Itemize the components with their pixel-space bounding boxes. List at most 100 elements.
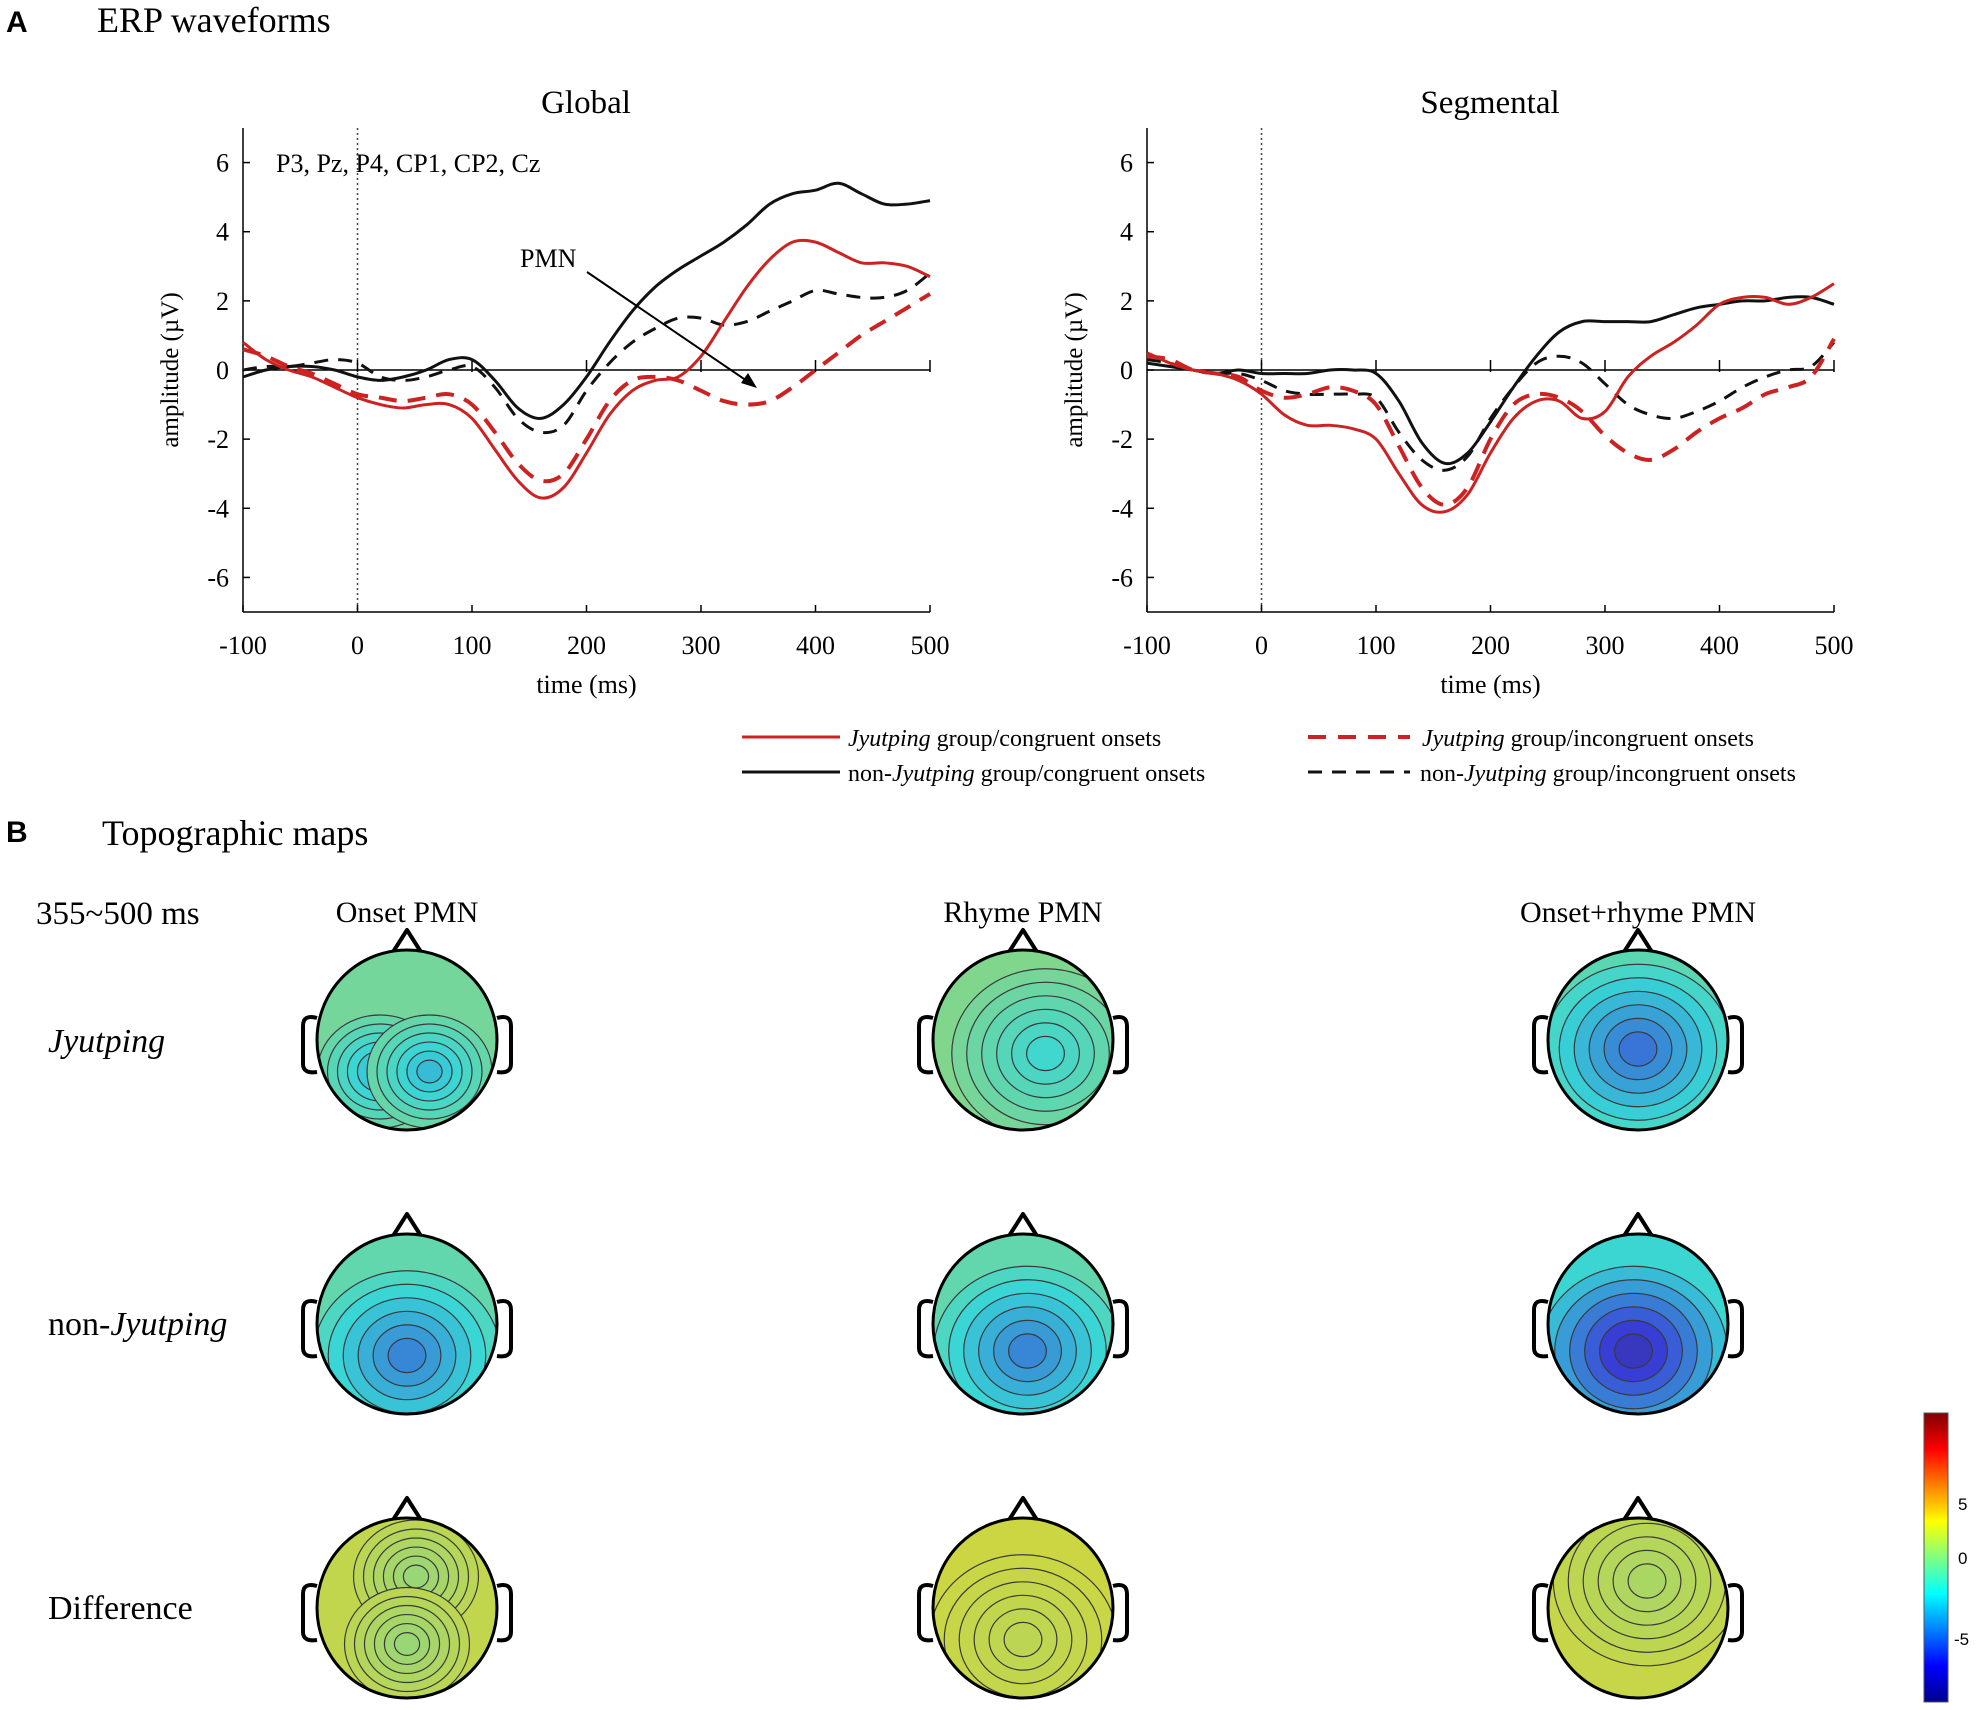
head-outline <box>1546 1232 1730 1416</box>
head-nose <box>1622 1212 1654 1238</box>
series-line-3 <box>242 272 931 435</box>
y-tick-label: 4 <box>216 218 229 247</box>
topo-head <box>917 928 1129 1132</box>
head-nose <box>1007 1496 1039 1522</box>
head-ear <box>496 1583 513 1643</box>
y-tick-label: 6 <box>1120 149 1133 178</box>
chart-title: Global <box>541 85 631 121</box>
y-tick-label: 2 <box>216 287 229 316</box>
time-window-label: 355~500 ms <box>36 896 200 932</box>
panel-a-letter: A <box>6 6 28 39</box>
col-label-rhyme: Rhyme PMN <box>943 896 1102 929</box>
head-ear <box>301 1015 318 1075</box>
x-tick-label: 500 <box>911 631 950 660</box>
series-line-3 <box>1146 341 1836 472</box>
x-axis-label: time (ms) <box>536 670 636 699</box>
x-tick-label: 300 <box>682 631 721 660</box>
head-outline <box>315 1232 499 1416</box>
contour-level <box>1003 1621 1043 1658</box>
x-tick-label: 400 <box>1700 631 1739 660</box>
x-tick-label: 200 <box>567 631 606 660</box>
erp-chart-global: -100 0 100 200 300 400 500 -6 -4 -2 0 2 4 6 Global time… <box>157 85 950 699</box>
topo-head <box>301 1212 513 1416</box>
colorbar-tick-0: 0 <box>1958 1549 1967 1568</box>
topo-head <box>1532 1496 1744 1700</box>
legend-label-0: Jyutping group/congruent onsets <box>848 726 1161 752</box>
series-line-1 <box>242 292 932 484</box>
head-ear <box>1112 1299 1129 1359</box>
topographic-grid <box>301 928 1744 1700</box>
x-tick-label: -100 <box>1123 631 1171 660</box>
contour-level <box>393 1631 421 1656</box>
y-tick-label: 6 <box>216 149 229 178</box>
head-outline <box>931 1516 1115 1700</box>
head-nose <box>391 1212 423 1238</box>
x-tick-label: 500 <box>1815 631 1854 660</box>
x-tick-label: 0 <box>1255 631 1268 660</box>
topo-head <box>301 1496 513 1700</box>
contour-level <box>1025 1035 1065 1072</box>
topo-head <box>301 928 513 1132</box>
head-outline <box>315 948 499 1132</box>
y-tick-label: -2 <box>1111 425 1133 454</box>
y-tick-label: -2 <box>207 425 229 454</box>
topo-head <box>1532 928 1744 1132</box>
legend-label-1: Jyutping group/incongruent onsets <box>1422 726 1754 752</box>
y-tick-label: -6 <box>1111 563 1133 592</box>
series-line-0 <box>242 238 931 500</box>
head-outline <box>931 1232 1115 1416</box>
chart-title: Segmental <box>1420 85 1559 121</box>
electrodes-annotation: P3, Pz, P4, CP1, CP2, Cz <box>276 149 540 178</box>
head-ear <box>917 1015 934 1075</box>
x-tick-label: 100 <box>453 631 492 660</box>
x-tick-label: 100 <box>1357 631 1396 660</box>
x-tick-label: 200 <box>1471 631 1510 660</box>
colorbar: 5 0 -5 <box>1923 1412 1969 1703</box>
panel-b-letter: B <box>6 816 28 849</box>
colorbar-tick-5: 5 <box>1958 1495 1967 1514</box>
head-outline <box>1546 948 1730 1132</box>
head-ear <box>1727 1299 1744 1359</box>
head-ear <box>1532 1015 1549 1075</box>
head-ear <box>917 1299 934 1359</box>
x-axis-label: time (ms) <box>1440 670 1540 699</box>
head-ear <box>1727 1015 1744 1075</box>
head-ear <box>1532 1583 1549 1643</box>
topo-head <box>917 1496 1129 1700</box>
head-outline <box>931 948 1115 1132</box>
head-nose <box>391 1496 423 1522</box>
col-label-onset: Onset PMN <box>336 896 479 929</box>
contour-level <box>387 1337 427 1374</box>
panel-b-title: Topographic maps <box>102 813 368 853</box>
head-ear <box>1727 1583 1744 1643</box>
colorbar-gradient <box>1923 1412 1949 1703</box>
y-tick-label: 2 <box>1120 287 1133 316</box>
x-tick-label: 300 <box>1586 631 1625 660</box>
contour-level <box>1627 1563 1667 1599</box>
contour-level <box>416 1059 443 1084</box>
head-outline <box>315 1516 499 1700</box>
series-line-0 <box>1146 282 1835 514</box>
y-axis-label: amplitude (µV) <box>1061 292 1088 447</box>
head-nose <box>1622 1496 1654 1522</box>
series-line-1 <box>1146 337 1836 507</box>
legend: Jyutping group/congruent onsets Jyutping… <box>742 726 1796 787</box>
head-ear <box>1112 1015 1129 1075</box>
colorbar-tick-neg5: -5 <box>1954 1630 1969 1649</box>
x-tick-label: 400 <box>796 631 835 660</box>
legend-label-3: non-Jyutping group/incongruent onsets <box>1420 761 1796 787</box>
head-nose <box>1622 928 1654 954</box>
head-outline <box>1546 1516 1730 1700</box>
head-ear <box>917 1583 934 1643</box>
head-nose <box>391 928 423 954</box>
x-tick-label: -100 <box>219 631 267 660</box>
head-nose <box>1007 928 1039 954</box>
panel-a-title: ERP waveforms <box>97 0 331 40</box>
y-axis-label: amplitude (µV) <box>157 292 184 447</box>
y-tick-label: -4 <box>1111 494 1133 523</box>
topo-head <box>1532 1212 1744 1416</box>
row-label-difference: Difference <box>48 1590 193 1627</box>
topo-head <box>917 1212 1129 1416</box>
row-label-non-jyutping: non-Jyutping <box>48 1306 227 1343</box>
